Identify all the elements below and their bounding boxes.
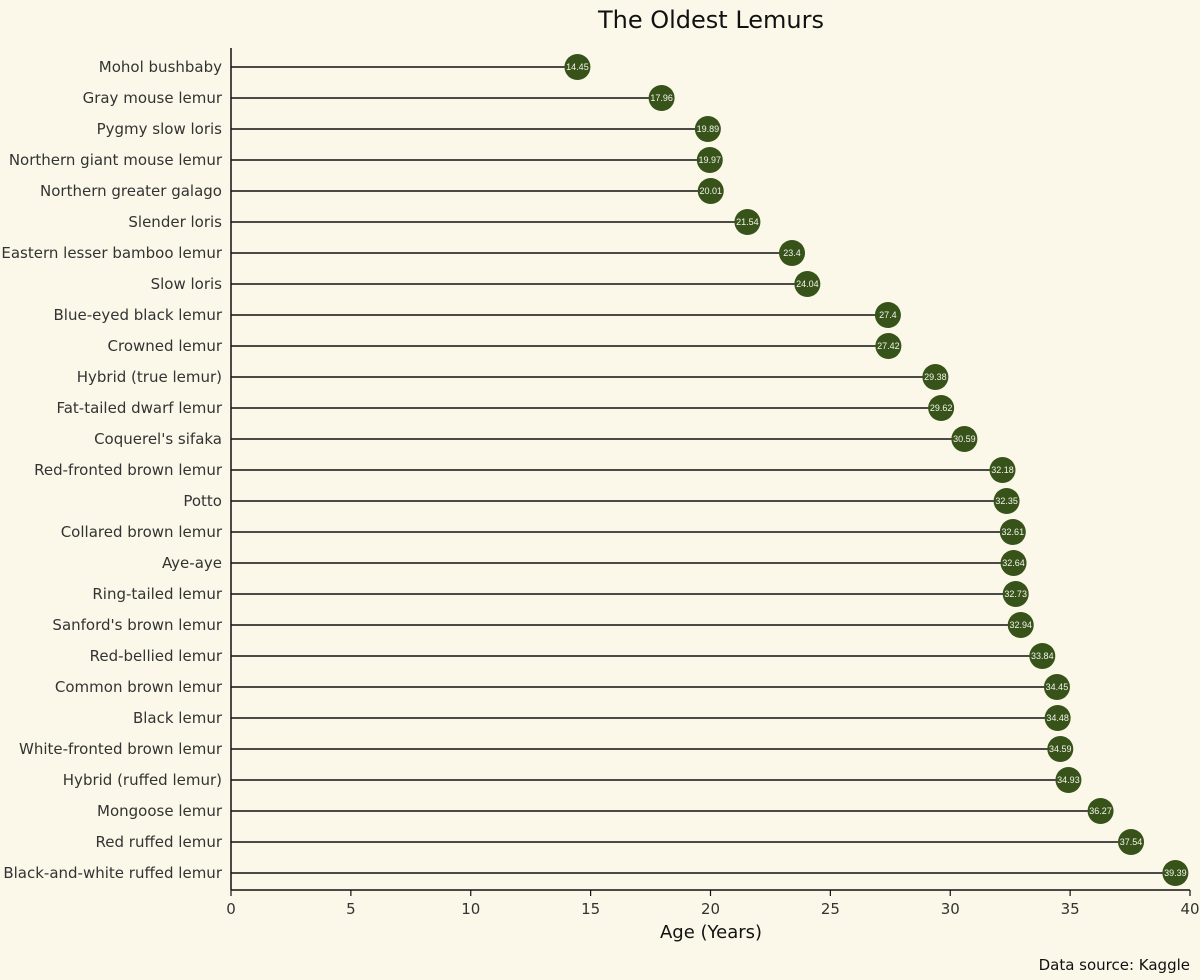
lollipop-point (1043, 674, 1070, 700)
category-label: Slow loris (151, 275, 223, 293)
data-label: 20.01 (699, 186, 722, 196)
chart-title: The Oldest Lemurs (597, 6, 824, 34)
data-label: 33.84 (1031, 651, 1054, 661)
data-label: 37.54 (1120, 837, 1143, 847)
lollipop-point (1007, 612, 1034, 638)
lollipop-point (1162, 860, 1189, 886)
lollipop-point (696, 147, 723, 173)
lollipop-point (1029, 643, 1056, 669)
lollipop-point (922, 364, 949, 390)
category-label: Aye-aye (162, 554, 222, 572)
x-tick-label: 35 (1061, 900, 1080, 918)
data-label: 24.04 (796, 279, 819, 289)
data-label: 19.97 (699, 155, 722, 165)
lollipop-point (1047, 736, 1074, 762)
category-label: Collared brown lemur (61, 523, 223, 541)
lollipop-point (794, 271, 821, 297)
lollipop-point (993, 488, 1020, 514)
lollipop-point (1000, 550, 1027, 576)
x-tick-label: 25 (821, 900, 840, 918)
data-label: 34.59 (1049, 744, 1072, 754)
data-label: 19.89 (697, 124, 720, 134)
data-label: 32.18 (991, 465, 1014, 475)
lollipop-point (989, 457, 1016, 483)
data-label: 32.61 (1002, 527, 1025, 537)
data-label: 17.96 (650, 93, 673, 103)
x-tick-label: 5 (346, 900, 356, 918)
data-label: 30.59 (953, 434, 976, 444)
data-label: 39.39 (1164, 868, 1187, 878)
source-note: Data source: Kaggle (1039, 956, 1190, 974)
category-label: Mongoose lemur (97, 802, 223, 820)
lollipop-point (1055, 767, 1082, 793)
lollipop-point (1044, 705, 1071, 731)
category-label: Common brown lemur (55, 678, 223, 696)
category-label: Northern greater galago (40, 182, 222, 200)
category-label: Red-bellied lemur (90, 647, 223, 665)
data-label: 32.64 (1002, 558, 1025, 568)
lollipop-stems (231, 66, 1176, 874)
data-label: 14.45 (566, 62, 589, 72)
data-label: 27.42 (877, 341, 900, 351)
lollipop-point (928, 395, 955, 421)
category-label: Gray mouse lemur (83, 89, 223, 107)
category-label: Blue-eyed black lemur (54, 306, 223, 324)
category-label: Fat-tailed dwarf lemur (56, 399, 222, 417)
lollipop-point (697, 178, 724, 204)
lollipop-point (874, 302, 901, 328)
data-label: 29.38 (924, 372, 947, 382)
category-label: Black lemur (133, 709, 223, 727)
data-label: 21.54 (736, 217, 759, 227)
data-label: 29.62 (930, 403, 953, 413)
x-axis-title: Age (Years) (660, 922, 762, 943)
category-label: Eastern lesser bamboo lemur (1, 244, 222, 262)
category-label: Mohol bushbaby (99, 58, 222, 76)
lollipop-point (1118, 829, 1145, 855)
lollipop-points: 14.45 17.96 19.89 19.97 20.01 21.54 23.4 24.04 2… (564, 54, 1189, 886)
lollipop-point (951, 426, 978, 452)
data-label: 32.73 (1004, 589, 1027, 599)
category-label: Pygmy slow loris (97, 120, 223, 138)
x-tick-label: 40 (1180, 900, 1199, 918)
lollipop-point (1002, 581, 1029, 607)
data-label: 34.48 (1046, 713, 1069, 723)
lollipop-point (999, 519, 1026, 545)
x-tick-label: 10 (461, 900, 480, 918)
category-label: Sanford's brown lemur (52, 616, 222, 634)
lollipop-point (779, 240, 806, 266)
category-label: White-fronted brown lemur (19, 740, 223, 758)
x-tick-label: 20 (701, 900, 720, 918)
x-tick-label: 15 (581, 900, 600, 918)
data-label: 34.93 (1057, 775, 1080, 785)
category-label: Slender loris (128, 213, 222, 231)
x-tick-label: 0 (226, 900, 236, 918)
lollipop-point (694, 116, 721, 142)
category-label: Hybrid (true lemur) (77, 368, 222, 386)
lollipop-point (564, 54, 591, 80)
data-label: 23.4 (783, 248, 801, 258)
lollipop-point (875, 333, 902, 359)
x-axis-ticks: 0 5 10 15 20 25 30 35 40 (226, 890, 1200, 918)
category-label: Black-and-white ruffed lemur (3, 864, 222, 882)
category-label: Red ruffed lemur (96, 833, 223, 851)
lollipop-point (648, 85, 675, 111)
category-label: Potto (183, 492, 222, 510)
data-label: 27.4 (879, 310, 897, 320)
lollipop-point (734, 209, 761, 235)
lollipop-point (1087, 798, 1114, 824)
category-label: Coquerel's sifaka (94, 430, 222, 448)
category-label: Red-fronted brown lemur (34, 461, 223, 479)
data-label: 32.94 (1009, 620, 1032, 630)
category-label: Hybrid (ruffed lemur) (63, 771, 222, 789)
data-label: 34.45 (1046, 682, 1069, 692)
category-label: Northern giant mouse lemur (9, 151, 223, 169)
category-label: Ring-tailed lemur (92, 585, 222, 603)
x-tick-label: 30 (941, 900, 960, 918)
data-label: 32.35 (995, 496, 1018, 506)
data-label: 36.27 (1089, 806, 1112, 816)
category-labels: Mohol bushbaby Gray mouse lemur Pygmy slow… (1, 58, 222, 882)
category-label: Crowned lemur (108, 337, 223, 355)
